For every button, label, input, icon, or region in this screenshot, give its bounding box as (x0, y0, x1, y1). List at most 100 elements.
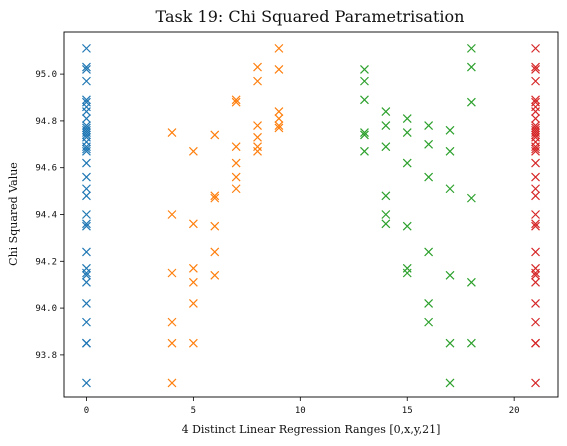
data-point (82, 43, 91, 53)
data-point (424, 121, 434, 131)
data-point (82, 210, 91, 219)
x-tick-label: 15 (402, 406, 413, 416)
data-point (82, 317, 91, 327)
data-point (274, 123, 284, 133)
y-tick-label: 94.0 (35, 304, 57, 314)
data-point (531, 184, 540, 194)
data-point (210, 130, 220, 140)
data-point (82, 378, 91, 388)
data-point (253, 142, 262, 152)
data-point (231, 158, 241, 168)
data-point (531, 76, 540, 86)
data-point (424, 317, 434, 327)
data-point (82, 268, 91, 278)
series-2 (167, 43, 284, 388)
data-point (531, 270, 540, 280)
data-point (82, 172, 91, 182)
data-point (210, 270, 220, 280)
data-point (466, 338, 476, 348)
data-point (531, 263, 540, 273)
data-point (360, 146, 369, 156)
data-point (531, 317, 540, 327)
data-point (531, 172, 540, 182)
data-point (531, 219, 540, 229)
data-point (531, 210, 540, 219)
data-point (402, 268, 412, 278)
data-point (82, 158, 91, 168)
data-point (274, 107, 284, 116)
data-point (231, 142, 241, 152)
data-point (360, 65, 369, 74)
x-axis: 0 5 10 15 20 (84, 397, 520, 416)
data-point (466, 277, 476, 287)
y-tick-label: 94.6 (35, 164, 57, 174)
data-point (466, 62, 476, 72)
data-point (274, 65, 284, 74)
data-point (167, 128, 177, 138)
data-point (167, 378, 177, 388)
data-point (381, 107, 391, 116)
data-point (82, 338, 91, 348)
y-tick-label: 93.8 (35, 351, 57, 361)
data-point (424, 298, 434, 308)
data-point (531, 107, 540, 116)
data-point (531, 338, 540, 348)
data-point (531, 378, 540, 388)
data-point (188, 298, 198, 308)
data-point (381, 142, 391, 152)
data-point (188, 219, 198, 229)
data-point (402, 158, 412, 168)
data-point (82, 62, 91, 72)
data-point (82, 95, 91, 105)
data-point (531, 65, 540, 74)
y-tick-label: 95.0 (35, 70, 57, 80)
series-3 (360, 43, 476, 388)
data-point (82, 191, 91, 201)
data-point (445, 378, 455, 388)
x-tick-label: 5 (191, 406, 196, 416)
data-point (424, 172, 434, 182)
y-tick-label: 94.2 (35, 257, 57, 267)
data-point (82, 221, 91, 231)
data-point (167, 338, 177, 348)
y-axis: 93.8 94.0 94.2 94.4 94.6 94.8 95.0 (35, 70, 64, 361)
x-axis-label: 4 Distinct Linear Regression Ranges [0,x… (182, 423, 441, 436)
data-point (82, 219, 91, 229)
data-point (231, 95, 241, 105)
data-point (402, 221, 412, 231)
data-point (531, 268, 540, 278)
data-point (188, 277, 198, 287)
data-point (188, 338, 198, 348)
data-point (360, 95, 369, 105)
data-point (231, 172, 241, 182)
series-4 (531, 43, 540, 388)
data-point (82, 137, 91, 147)
plot-area (82, 43, 540, 388)
data-point (531, 62, 540, 72)
data-point (82, 114, 91, 123)
data-point (274, 121, 284, 131)
data-point (82, 247, 91, 257)
data-point (360, 76, 369, 86)
data-point (531, 95, 540, 105)
chart-title: Task 19: Chi Squared Parametrisation (156, 7, 465, 26)
data-point (360, 130, 369, 140)
data-point (360, 128, 369, 138)
data-point (531, 144, 540, 154)
axes-frame (63, 31, 559, 398)
data-point (445, 184, 455, 194)
data-point (82, 107, 91, 116)
data-point (531, 298, 540, 308)
data-point (402, 114, 412, 123)
data-point (210, 221, 220, 231)
data-point (210, 247, 220, 257)
data-point (466, 43, 476, 53)
data-point (381, 210, 391, 219)
y-tick-label: 94.4 (35, 211, 57, 221)
data-point (445, 270, 455, 280)
data-point (531, 158, 540, 168)
data-point (231, 97, 241, 107)
data-point (82, 130, 91, 140)
data-point (381, 219, 391, 229)
